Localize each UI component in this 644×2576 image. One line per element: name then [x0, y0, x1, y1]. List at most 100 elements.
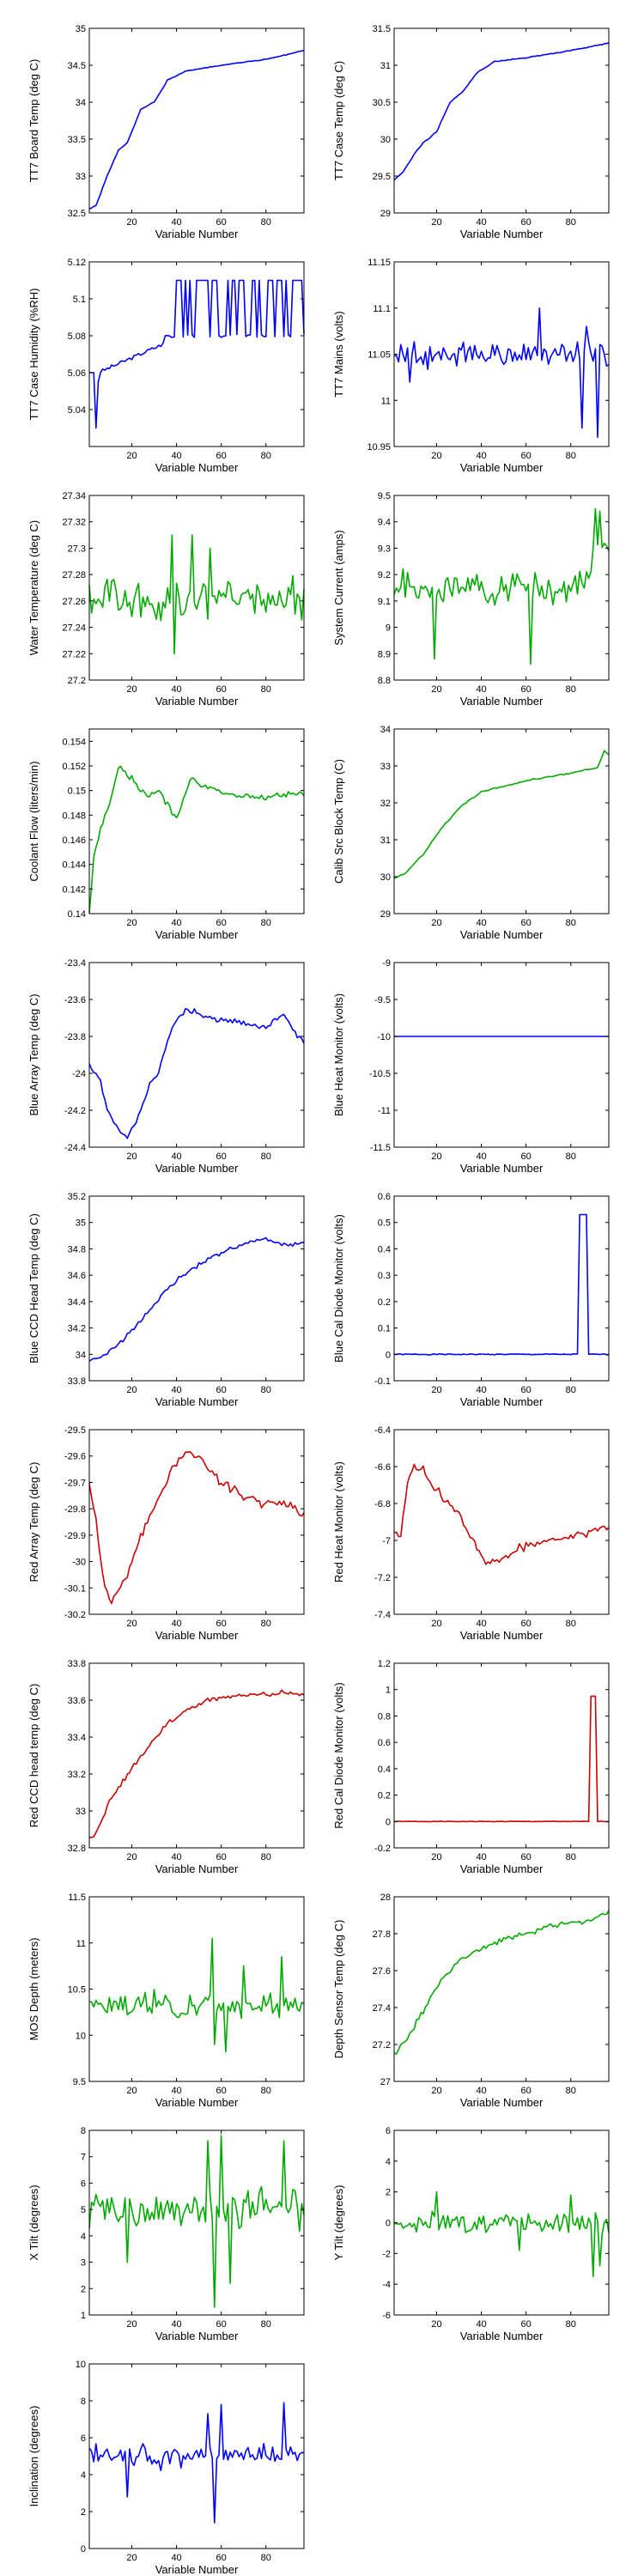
y-tick-label: 27	[380, 2077, 391, 2087]
y-tick-label: 11.05	[368, 350, 391, 361]
y-tick-label: 6	[81, 2433, 86, 2444]
y-tick-label: 27.6	[373, 1966, 391, 1977]
y-tick-label: 5.1	[73, 295, 86, 305]
y-tick-label: 35	[76, 24, 86, 34]
x-axis-label: Variable Number	[155, 1862, 239, 1875]
series-line	[393, 1213, 610, 1356]
plot-frame	[88, 2363, 305, 2549]
plot-frame	[393, 962, 610, 1148]
y-tick-label: 33.2	[68, 1770, 86, 1780]
y-tick-label: 4	[81, 2470, 86, 2481]
x-tick-label: 20	[431, 2319, 441, 2330]
x-tick-label: 40	[476, 451, 486, 461]
x-tick-label: 80	[261, 1852, 271, 1862]
chart-2: 20 40 60 80 29 29.5 30 30.5 31 31.5 Variable Numbe…	[332, 24, 610, 240]
plot-frame	[88, 27, 305, 214]
x-axis-label: Variable Number	[460, 1862, 544, 1875]
x-tick-label: 60	[216, 918, 227, 928]
x-axis-label: Variable Number	[155, 2096, 239, 2109]
x-tick-label: 80	[261, 684, 271, 695]
x-tick-label: 60	[216, 684, 227, 695]
x-tick-label: 80	[261, 2553, 271, 2563]
plot-frame	[88, 1429, 305, 1615]
x-tick-label: 40	[476, 1852, 486, 1862]
y-tick-label: 0	[81, 2544, 86, 2555]
y-tick-label: 33.4	[68, 1733, 86, 1743]
y-tick-label: 35.2	[68, 1192, 86, 1202]
y-tick-label: 29	[380, 909, 391, 920]
y-tick-label: -6	[382, 2311, 391, 2321]
y-tick-label: 0.5	[378, 1218, 391, 1229]
x-axis-label: Variable Number	[460, 2096, 544, 2109]
y-axis-label: Depth Sensor Temp (deg C)	[332, 1920, 345, 2059]
y-tick-label: 5.12	[68, 258, 86, 268]
y-tick-label: 29	[380, 209, 391, 219]
x-tick-label: 80	[566, 1151, 576, 1162]
y-tick-label: 7	[81, 2153, 86, 2163]
x-tick-label: 20	[126, 684, 137, 695]
x-tick-label: 20	[126, 918, 137, 928]
x-tick-label: 20	[126, 1619, 137, 1629]
y-tick-label: 0	[386, 2219, 391, 2229]
chart-21: 20 40 60 80 0 2 4 6 8 10 Variable Number Inclinatio…	[27, 2360, 305, 2576]
y-axis-label: Red Cal Diode Monitor (volts)	[332, 1682, 345, 1829]
chart-7: 20 40 60 80 0.14 0.142 0.144 0.146 0.148 0.15 0.15…	[27, 728, 305, 941]
y-tick-label: 11.1	[373, 304, 391, 314]
y-axis-label: Water Temperature (deg C)	[27, 520, 40, 656]
y-tick-label: 31	[380, 61, 391, 71]
y-tick-label: -24	[72, 1069, 86, 1079]
y-tick-label: 34.5	[68, 61, 86, 71]
y-tick-label: 33.8	[68, 1659, 86, 1669]
y-tick-label: 5	[81, 2205, 86, 2215]
y-tick-label: 30.5	[373, 98, 391, 108]
y-tick-label: 35	[76, 1218, 86, 1229]
y-tick-label: 0.1	[378, 1324, 391, 1334]
x-tick-label: 60	[521, 1385, 532, 1395]
x-tick-label: 20	[126, 217, 137, 228]
x-tick-label: 40	[171, 1385, 181, 1395]
x-axis-label: Variable Number	[460, 695, 544, 708]
plot-frame	[393, 495, 610, 681]
y-tick-label: 34.2	[68, 1324, 86, 1334]
y-tick-label: 9.1	[378, 597, 391, 607]
x-tick-label: 20	[126, 2553, 137, 2563]
y-tick-label: 27.32	[62, 518, 86, 528]
x-tick-label: 80	[566, 451, 576, 461]
x-tick-label: 40	[476, 2086, 486, 2096]
x-axis-label: Variable Number	[460, 1629, 544, 1642]
chart-4: 20 40 60 80 10.95 11 11.05 11.1 11.15 Variable Nu…	[332, 258, 610, 474]
y-tick-label: 33	[380, 762, 391, 772]
y-tick-label: 1.2	[378, 1659, 391, 1669]
x-tick-label: 40	[476, 684, 486, 695]
x-tick-label: 60	[216, 2086, 227, 2096]
y-tick-label: -30	[72, 1558, 86, 1568]
y-tick-label: 11.15	[368, 258, 391, 268]
y-tick-label: -6.4	[374, 1425, 391, 1436]
x-tick-label: 20	[126, 1852, 137, 1862]
y-tick-label: 27.26	[62, 597, 86, 607]
x-tick-label: 80	[566, 1852, 576, 1862]
x-tick-label: 40	[171, 2553, 181, 2563]
y-tick-label: 31.5	[373, 24, 391, 34]
y-tick-label: 10.5	[68, 1985, 86, 1996]
x-tick-label: 80	[261, 1385, 271, 1395]
y-axis-label: TT7 Board Temp (deg C)	[27, 59, 40, 183]
y-tick-label: -29.6	[64, 1452, 86, 1462]
y-tick-label: 32	[380, 799, 391, 809]
y-axis-label: TT7 Case Temp (deg C)	[332, 61, 345, 180]
y-tick-label: 0.4	[378, 1765, 391, 1775]
y-tick-label: 34.8	[68, 1244, 86, 1255]
x-tick-label: 60	[521, 1151, 532, 1162]
y-axis-label: Red Array Temp (deg C)	[27, 1462, 40, 1583]
chart-17: 20 40 60 80 9.5 10 10.5 11 11.5 Variable Number MO…	[27, 1893, 305, 2109]
y-axis-label: Red CCD head temp (deg C)	[27, 1684, 40, 1828]
x-axis-label: Variable Number	[155, 1629, 239, 1642]
y-tick-label: 9.5	[378, 491, 391, 501]
y-tick-label: 27.22	[62, 649, 86, 659]
x-tick-label: 60	[216, 1619, 227, 1629]
y-tick-label: 2	[386, 2188, 391, 2198]
y-axis-label: Blue Array Temp (deg C)	[27, 993, 40, 1115]
plot-frame	[88, 728, 305, 914]
y-tick-label: -11.5	[370, 1143, 391, 1153]
